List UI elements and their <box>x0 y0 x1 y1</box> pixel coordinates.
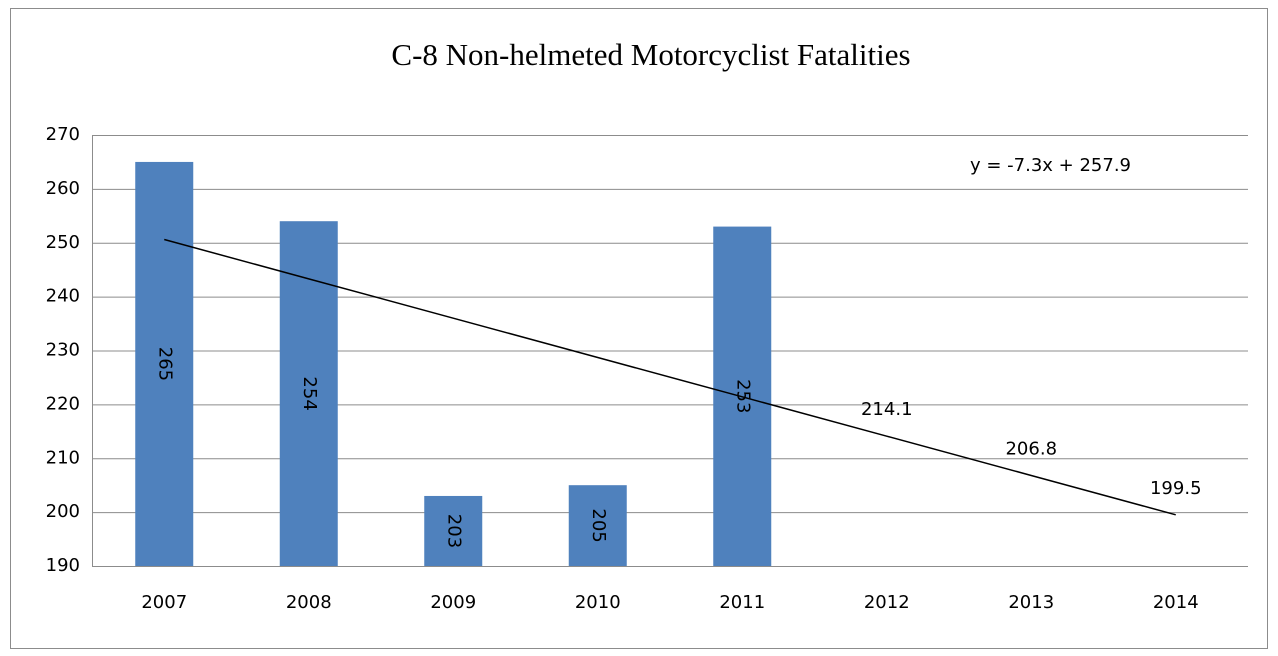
bar <box>135 161 194 566</box>
y-tick-label: 200 <box>46 501 80 522</box>
y-tick-label: 190 <box>46 555 80 576</box>
chart-border <box>10 8 1268 649</box>
y-tick-label: 270 <box>46 124 80 145</box>
data-label: 254 <box>299 376 320 410</box>
x-tick-label: 2014 <box>1153 592 1199 613</box>
chart-title: C-8 Non-helmeted Motorcyclist Fatalities <box>391 37 910 72</box>
x-tick-label: 2008 <box>286 592 332 613</box>
y-tick-label: 240 <box>46 286 80 307</box>
y-tick-label: 230 <box>46 340 80 361</box>
trend-label: 206.8 <box>1005 438 1057 459</box>
x-tick-label: 2010 <box>575 592 621 613</box>
x-tick-label: 2011 <box>719 592 765 613</box>
x-tick-label: 2013 <box>1008 592 1054 613</box>
y-tick-label: 210 <box>46 447 80 468</box>
x-tick-label: 2007 <box>141 592 187 613</box>
trend-equation: y = -7.3x + 257.9 <box>970 155 1131 176</box>
y-tick-label: 260 <box>46 178 80 199</box>
trend-label: 214.1 <box>861 399 913 420</box>
x-tick-label: 2009 <box>430 592 476 613</box>
trendline <box>164 238 1176 516</box>
data-label: 203 <box>443 514 464 548</box>
x-tick-label: 2012 <box>864 592 910 613</box>
data-label: 205 <box>588 508 609 542</box>
y-tick-label: 220 <box>46 393 80 414</box>
trend-label: 199.5 <box>1150 478 1202 499</box>
y-tick-label: 250 <box>46 232 80 253</box>
bar <box>424 495 483 566</box>
data-label: 265 <box>154 347 175 381</box>
bar <box>568 485 627 566</box>
